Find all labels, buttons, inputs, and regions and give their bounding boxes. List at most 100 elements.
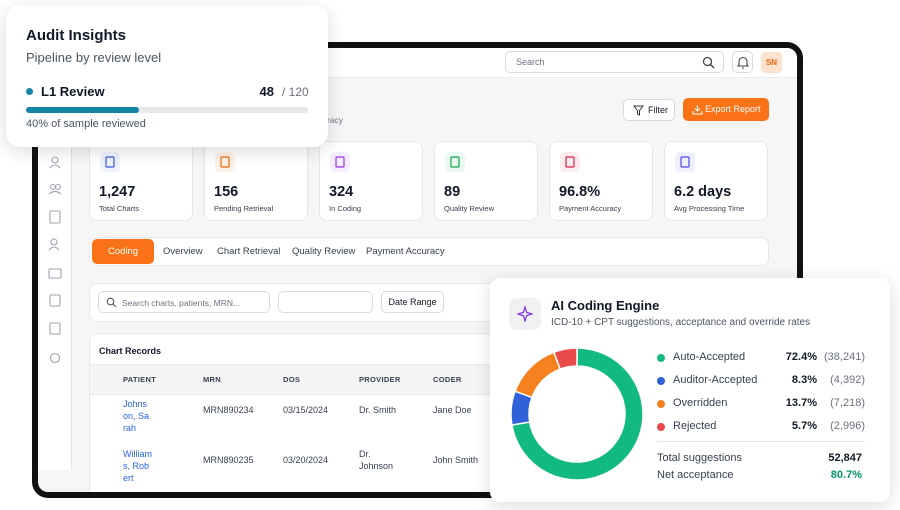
table-cell: MRN890235	[203, 455, 254, 465]
search-icon	[106, 297, 117, 308]
stat-label: Pending Retrieval	[214, 204, 274, 213]
table-cell: MRN890234	[203, 405, 254, 415]
legend-dot	[657, 354, 665, 362]
legend-dot	[657, 400, 665, 408]
search-box[interactable]: Search	[505, 51, 724, 73]
stat-card: 324 In Coding	[319, 141, 423, 221]
donut-segment	[552, 347, 578, 371]
stat-card: 156 Pending Retrieval	[204, 141, 308, 221]
stat-value: 89	[444, 184, 461, 200]
table-cell: 03/20/2024	[283, 455, 329, 465]
stat-label: Avg Processing Time	[674, 204, 745, 213]
total-label: Total suggestions	[657, 452, 742, 464]
legend-count: (2,996)	[830, 420, 865, 432]
tab[interactable]: Overview	[163, 246, 203, 257]
stat-label: Payment Accuracy	[559, 204, 622, 213]
stat-icon	[560, 152, 580, 172]
stat-glyph	[335, 156, 345, 168]
audit-subtitle: Pipeline by review level	[26, 50, 162, 65]
total-label: / 120	[282, 85, 309, 99]
filter-icon	[633, 105, 644, 116]
patient-link[interactable]: Williams, Robert	[123, 449, 152, 483]
legend-count: (4,392)	[830, 374, 865, 386]
ai-coding-card: AI Coding Engine ICD-10 + CPT suggestion…	[490, 278, 890, 502]
stat-label: Total Charts	[99, 204, 140, 213]
date-range-button[interactable]: Date Range	[381, 291, 444, 313]
table-cell: Dr. Smith	[359, 405, 397, 415]
ai-title: AI Coding Engine	[551, 298, 660, 313]
table-cell: John Smith	[433, 455, 479, 465]
legend-label: Auditor-Accepted	[673, 374, 758, 386]
column-header: MRN	[203, 375, 221, 384]
stat-glyph	[220, 156, 230, 168]
stat-icon	[675, 152, 695, 172]
search-placeholder: Search	[516, 57, 545, 67]
filter-button[interactable]: Filter	[623, 99, 675, 121]
stat-glyph	[565, 156, 575, 168]
search-icon	[702, 56, 715, 69]
filter-label: Filter	[648, 105, 668, 115]
records-title: Chart Records	[99, 346, 162, 356]
stat-icon	[100, 152, 120, 172]
audit-title: Audit Insights	[26, 27, 126, 44]
total-value: 52,847	[828, 452, 862, 464]
notifications-button[interactable]	[732, 51, 753, 73]
records-search[interactable]: Search charts, patients, MRN...	[98, 291, 270, 313]
patient-link[interactable]: Johnson, Sarah	[123, 399, 150, 433]
filter-select[interactable]	[278, 291, 373, 313]
stat-icon	[330, 152, 350, 172]
export-icon	[692, 105, 703, 115]
bell-icon	[737, 56, 749, 69]
donut-segment	[514, 351, 562, 399]
legend-value: 13.7%	[785, 397, 817, 409]
stat-label: In Coding	[329, 204, 362, 213]
legend-label: Overridden	[673, 397, 728, 409]
stat-card: 96.8% Payment Accuracy	[549, 141, 653, 221]
stat-glyph	[680, 156, 690, 168]
stat-value: 6.2 days	[674, 184, 732, 200]
tab[interactable]: Quality Review	[292, 246, 356, 257]
legend-dot	[657, 377, 665, 385]
audit-insights-card: Audit Insights Pipeline by review level …	[6, 5, 328, 147]
stat-card: 1,247 Total Charts	[89, 141, 193, 221]
legend-value: 8.3%	[791, 374, 817, 386]
donut-segment	[511, 347, 644, 481]
level-dot	[26, 88, 33, 95]
sidebar-icons	[48, 156, 62, 364]
stat-label: Quality Review	[444, 204, 495, 213]
level-label: L1 Review	[41, 84, 105, 99]
column-header: DOS	[283, 375, 301, 384]
progress-caption: 40% of sample reviewed	[26, 118, 146, 130]
donut-chart	[510, 347, 644, 481]
export-label: Export Report	[705, 104, 761, 114]
export-button[interactable]: Export Report	[683, 98, 769, 121]
avatar[interactable]: SN	[761, 52, 782, 73]
stat-glyph	[105, 156, 115, 168]
stat-icon	[445, 152, 465, 172]
column-header: PATIENT	[123, 375, 157, 384]
records-search-placeholder: Search charts, patients, MRN...	[122, 298, 241, 308]
page-subtitle: racy	[327, 115, 344, 125]
sparkle-icon	[517, 306, 533, 322]
legend-value: 5.7%	[791, 420, 817, 432]
legend-dot	[657, 423, 665, 431]
table-cell: Jane Doe	[433, 405, 472, 415]
legend-count: (38,241)	[824, 351, 865, 363]
tab[interactable]: Payment Accuracy	[366, 246, 445, 257]
table-cell: Dr. Johnson	[359, 449, 394, 471]
total-value: 80.7%	[830, 469, 862, 481]
stat-glyph	[450, 156, 460, 168]
ai-icon-box	[509, 298, 541, 330]
legend-divider	[657, 441, 865, 442]
stat-value: 324	[329, 184, 354, 200]
stat-icon	[215, 152, 235, 172]
tab[interactable]: Chart Retrieval	[217, 246, 281, 257]
stat-value: 96.8%	[559, 184, 601, 200]
table-cell: 03/15/2024	[283, 405, 329, 415]
tab[interactable]: Coding	[92, 239, 154, 264]
stat-card: 89 Quality Review	[434, 141, 538, 221]
column-header: PROVIDER	[359, 375, 401, 384]
legend-value: 72.4%	[785, 351, 817, 363]
